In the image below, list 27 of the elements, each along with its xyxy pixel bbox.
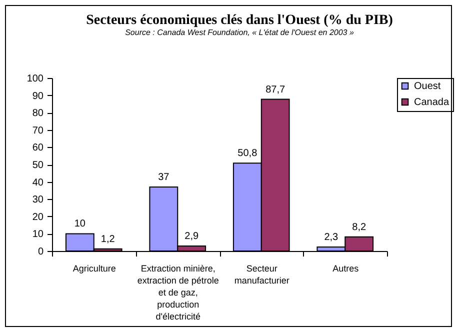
data-label: 2,9	[184, 230, 199, 242]
y-tick-label: 70	[32, 125, 44, 136]
chart-subtitle: Source : Canada West Foundation, « L'état de l'Ouest en 2003 »	[125, 28, 354, 37]
y-tick-label: 50	[32, 160, 44, 171]
data-label: 8,2	[352, 222, 366, 233]
x-tick-label: Extraction minière, extraction de pétrole et de gaz, production d'électricité	[137, 264, 219, 322]
y-tick-label: 60	[32, 142, 44, 154]
data-label: 50,8	[238, 148, 258, 160]
data-label: 10	[74, 218, 86, 230]
data-label: 37	[158, 172, 170, 183]
x-tick-label: Secteur manufacturier	[234, 264, 290, 286]
y-tick-label: 20	[32, 212, 44, 223]
data-label: 1,2	[100, 234, 116, 245]
x-tick-label: Autres	[332, 264, 360, 274]
y-tick-label: 40	[32, 177, 44, 188]
y-tick-label: 10	[32, 229, 44, 240]
x-tick-label: Agriculture	[72, 264, 116, 274]
y-tick-label: 90	[32, 90, 44, 102]
y-tick-label: 30	[32, 194, 44, 206]
legend-label: Ouest	[414, 81, 441, 92]
y-tick-label: 100	[26, 74, 44, 84]
y-tick-label: 80	[32, 108, 44, 120]
y-tick-label: 0	[38, 246, 44, 258]
legend-label: Canada	[414, 97, 450, 108]
chart-title: Secteurs économiques clés dans l'Ouest (% du PIB)	[86, 13, 394, 28]
data-label: 2,3	[324, 232, 339, 244]
data-label: 87,7	[266, 84, 286, 96]
